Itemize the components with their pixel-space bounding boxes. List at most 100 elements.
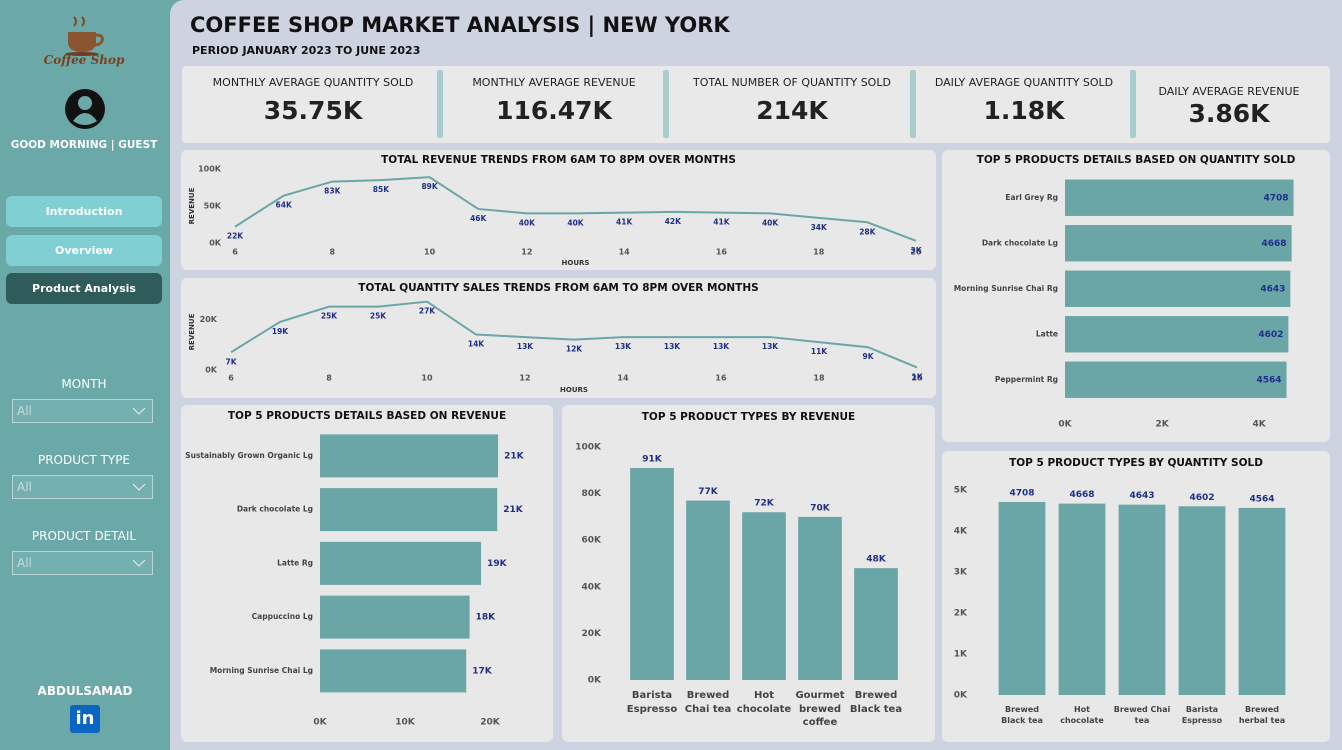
data-label: 13K [664, 342, 681, 351]
data-label: 89K [421, 182, 438, 191]
data-label: 22K [227, 232, 244, 241]
category-label: Earl Grey Rg [1005, 193, 1058, 202]
logo-text: Coffee Shop [43, 53, 125, 67]
x-tick-label: 18 [813, 374, 825, 383]
data-label: 18K [476, 613, 497, 623]
data-label: 91K [642, 454, 663, 464]
filter-dropdown[interactable]: All [12, 399, 153, 423]
y-axis-label: REVENUE [188, 187, 196, 224]
chart-card: TOP 5 PRODUCT TYPES BY QUANTITY SOLD 0K 1K… [942, 451, 1330, 742]
data-label: 9K [862, 352, 874, 361]
data-label: 72K [754, 499, 775, 509]
bar [1065, 270, 1291, 307]
bar [320, 434, 499, 478]
y-tick-label: 20K [582, 629, 603, 639]
data-label: 13K [762, 342, 779, 351]
category-label: Peppermint Rg [995, 375, 1058, 384]
data-label: 4668 [1262, 239, 1287, 249]
x-tick-label: 10K [395, 718, 416, 728]
category-label: Latte Rg [277, 558, 313, 567]
filter-dropdown[interactable]: All [12, 475, 153, 499]
category-label: Brewed herbal tea [1238, 705, 1286, 725]
x-tick-label: 6 [232, 248, 238, 257]
chart: TOP 5 PRODUCT TYPES BY REVENUE 0K 20K 40K 60… [575, 411, 898, 686]
data-label: 19K [272, 327, 289, 336]
chart-card: TOP 5 PRODUCTS DETAILS BASED ON QUANTITY… [942, 150, 1330, 442]
category-label: Dark chocolate Lg [237, 505, 313, 514]
bar [1065, 179, 1294, 216]
category-label: Barista Espresso [1181, 705, 1223, 725]
greeting: GOOD MORNING | GUEST [10, 139, 158, 151]
data-label: 48K [866, 555, 887, 565]
data-label: 41K [713, 218, 730, 227]
x-tick-label: 10 [421, 374, 433, 383]
nav-button[interactable]: Introduction [6, 196, 162, 227]
y-tick-label: 80K [582, 489, 603, 499]
x-tick-label: 12 [519, 374, 530, 383]
category-label: Brewed Black tea [849, 690, 903, 715]
x-tick-label: 2K [1155, 420, 1169, 430]
chevron [132, 559, 146, 567]
bar [798, 516, 842, 680]
category-label: Hot chocolate [1060, 705, 1104, 725]
data-label: 4708 [1009, 488, 1034, 498]
x-tick-label: 6 [228, 374, 234, 383]
chart: TOTAL REVENUE TRENDS FROM 6AM TO 8PM OVE… [188, 154, 923, 267]
data-label: 4668 [1069, 490, 1094, 500]
bar [1058, 503, 1106, 695]
y-tick-label: 2K [954, 609, 968, 619]
bar [1238, 507, 1286, 695]
line [234, 176, 917, 242]
data-label: 11K [811, 347, 828, 356]
x-axis-label: HOURS [562, 259, 590, 267]
chart-card: TOTAL QUANTITY SALES TRENDS FROM 6AM TO … [181, 278, 936, 398]
data-label: 1K [911, 372, 923, 381]
y-tick-label: 100K [575, 443, 602, 453]
chart-card: TOP 5 PRODUCTS DETAILS BASED ON REVENUE 0… [181, 405, 553, 742]
y-axis-label: REVENUE [188, 313, 196, 350]
chart-title: TOP 5 PRODUCT TYPES BY QUANTITY SOLD [1009, 457, 1263, 469]
data-label: 3K [910, 246, 922, 255]
data-label: 40K [567, 218, 584, 227]
y-tick-label: 3K [954, 568, 968, 578]
data-label: 40K [762, 218, 779, 227]
chart: TOTAL QUANTITY SALES TRENDS FROM 6AM TO … [188, 282, 924, 394]
chart: TOP 5 PRODUCTS DETAILS BASED ON REVENUE 0… [185, 410, 524, 728]
chart-title: TOP 5 PRODUCT TYPES BY REVENUE [642, 411, 855, 423]
category-label: Barista Espresso [626, 690, 678, 715]
y-tick-label: 5K [954, 486, 968, 496]
data-label: 64K [276, 201, 293, 210]
chart-title: TOTAL QUANTITY SALES TRENDS FROM 6AM TO … [358, 282, 758, 294]
filter-dropdown[interactable]: All [12, 551, 153, 575]
filter-label: PRODUCT TYPE [37, 453, 131, 467]
data-label: 25K [321, 312, 338, 321]
x-axis-label: HOURS [560, 386, 588, 394]
category-label: Brewed Chai tea [1113, 705, 1171, 725]
nav-button[interactable]: Overview [6, 235, 162, 266]
bar [1178, 506, 1226, 695]
y-tick-label: 0K [954, 691, 968, 701]
category-label: Brewed Black tea [1001, 705, 1043, 725]
nav-button[interactable]: Product Analysis [6, 273, 162, 304]
bar [686, 500, 730, 680]
x-tick-label: 14 [617, 374, 629, 383]
chart-title: TOP 5 PRODUCTS DETAILS BASED ON QUANTITY… [977, 154, 1296, 166]
data-label: 40K [519, 218, 536, 227]
data-label: 85K [373, 185, 390, 194]
data-label: 13K [713, 342, 730, 351]
data-label: 21K [503, 505, 524, 515]
author: ABDULSAMAD [37, 684, 133, 698]
bar [320, 595, 470, 639]
x-tick-label: 0K [313, 718, 327, 728]
y-tick-label: 100K [198, 165, 222, 174]
page-subtitle: PERIOD JANUARY 2023 TO JUNE 2023 [192, 44, 421, 57]
data-label: 4643 [1260, 284, 1285, 294]
data-label: 4564 [1256, 375, 1281, 385]
x-tick-label: 0K [1058, 420, 1072, 430]
x-tick-label: 14 [619, 248, 631, 257]
category-label: Dark chocolate Lg [982, 238, 1058, 247]
data-label: 28K [859, 227, 876, 236]
linkedin-icon[interactable]: in [70, 705, 100, 733]
x-tick-label: 4K [1253, 420, 1267, 430]
